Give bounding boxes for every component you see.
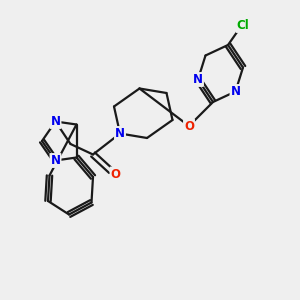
Text: N: N xyxy=(193,73,203,86)
Text: O: O xyxy=(110,167,121,181)
Text: N: N xyxy=(115,127,125,140)
Text: Cl: Cl xyxy=(237,19,249,32)
Text: N: N xyxy=(50,154,61,167)
Text: N: N xyxy=(50,115,61,128)
Text: O: O xyxy=(184,119,194,133)
Text: N: N xyxy=(230,85,241,98)
